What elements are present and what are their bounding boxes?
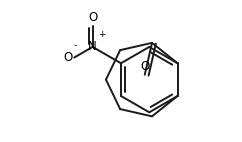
Text: N: N [88,40,97,53]
Text: +: + [98,30,106,39]
Text: O: O [140,60,149,73]
Text: O: O [88,11,97,24]
Text: O: O [63,51,73,64]
Text: -: - [74,41,77,50]
